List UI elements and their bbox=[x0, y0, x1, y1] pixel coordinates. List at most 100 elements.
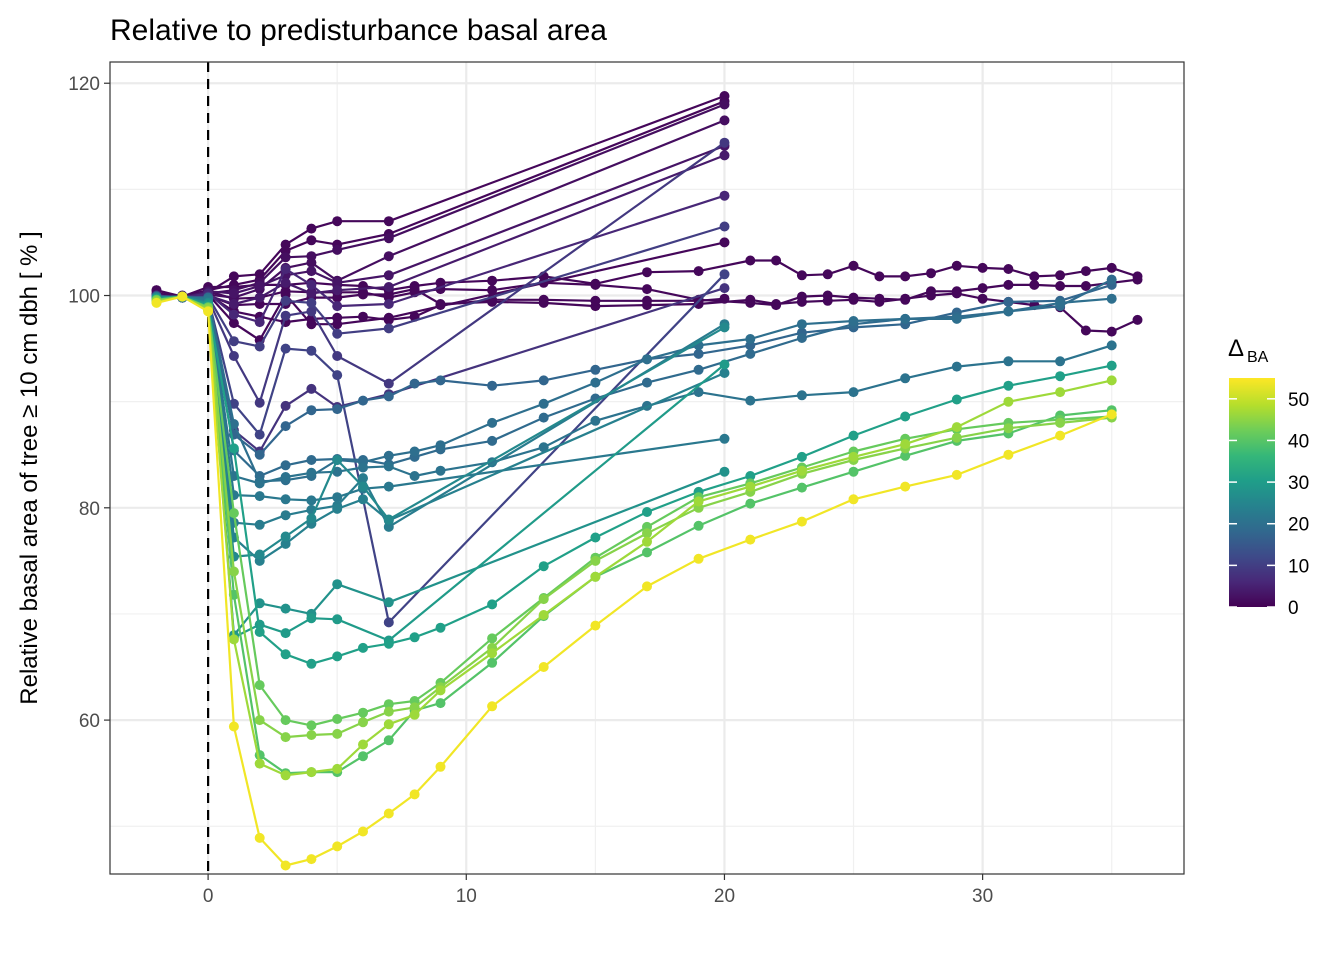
data-point bbox=[383, 617, 394, 628]
data-point bbox=[1080, 266, 1091, 277]
data-point bbox=[1055, 297, 1066, 308]
data-point bbox=[719, 190, 730, 201]
data-point bbox=[383, 233, 394, 244]
data-point bbox=[796, 516, 807, 527]
data-point bbox=[383, 808, 394, 819]
data-point bbox=[951, 260, 962, 271]
data-point bbox=[383, 706, 394, 717]
data-point bbox=[332, 763, 343, 774]
colorbar bbox=[1229, 378, 1275, 607]
data-point bbox=[358, 826, 368, 837]
data-point bbox=[745, 348, 756, 359]
data-point bbox=[796, 482, 807, 493]
data-point bbox=[254, 281, 265, 291]
data-point bbox=[926, 290, 936, 301]
data-point bbox=[796, 333, 807, 343]
data-point bbox=[745, 481, 756, 492]
data-point bbox=[228, 271, 239, 282]
data-point bbox=[1055, 417, 1066, 428]
data-point bbox=[332, 285, 343, 296]
data-point bbox=[642, 528, 652, 539]
data-point bbox=[280, 421, 291, 432]
data-point bbox=[719, 150, 730, 161]
data-point bbox=[435, 375, 446, 386]
data-point bbox=[1106, 360, 1117, 371]
data-point bbox=[487, 417, 498, 428]
legend-tick-label: 10 bbox=[1288, 556, 1309, 577]
data-point bbox=[254, 758, 265, 769]
x-tick-label: 0 bbox=[203, 886, 214, 907]
data-point bbox=[280, 531, 291, 542]
data-point bbox=[306, 467, 317, 478]
data-point bbox=[977, 262, 988, 273]
data-point bbox=[590, 532, 601, 543]
y-axis-title: Relative basal area of tree ≥ 10 cm dbh … bbox=[16, 231, 43, 704]
data-point bbox=[332, 466, 343, 477]
data-point bbox=[1055, 430, 1066, 441]
data-point bbox=[228, 443, 239, 454]
data-point bbox=[1055, 270, 1066, 281]
data-point bbox=[1003, 264, 1014, 274]
data-point bbox=[848, 316, 859, 326]
data-point bbox=[590, 377, 601, 388]
data-point bbox=[719, 115, 730, 126]
data-point bbox=[306, 405, 317, 416]
data-point bbox=[358, 739, 368, 750]
data-point bbox=[383, 270, 394, 281]
data-point bbox=[383, 735, 394, 746]
series-31 bbox=[151, 291, 1117, 871]
data-point bbox=[228, 336, 239, 347]
data-point bbox=[332, 841, 343, 852]
data-point bbox=[254, 341, 265, 352]
data-point bbox=[383, 461, 394, 472]
data-point bbox=[306, 495, 317, 506]
data-point bbox=[1106, 375, 1117, 386]
legend-tick-label: 40 bbox=[1288, 431, 1309, 452]
data-point bbox=[228, 508, 239, 519]
data-point bbox=[383, 289, 394, 300]
data-point bbox=[435, 440, 446, 451]
data-point bbox=[280, 538, 291, 549]
y-axis: 60 80 100 120 bbox=[68, 74, 110, 732]
data-point bbox=[332, 714, 343, 724]
data-point bbox=[332, 328, 343, 339]
data-point bbox=[383, 450, 394, 461]
data-point bbox=[642, 507, 652, 517]
data-point bbox=[280, 400, 291, 411]
data-point bbox=[280, 460, 291, 471]
data-point bbox=[332, 301, 343, 312]
data-point bbox=[900, 439, 911, 450]
data-point bbox=[254, 491, 265, 502]
data-point bbox=[358, 717, 368, 728]
data-point bbox=[1132, 274, 1143, 285]
data-point bbox=[745, 334, 756, 344]
data-point bbox=[254, 715, 265, 726]
data-point bbox=[538, 294, 549, 305]
data-point bbox=[1003, 279, 1014, 290]
data-point bbox=[280, 715, 291, 726]
data-point bbox=[1029, 279, 1040, 290]
data-point bbox=[435, 685, 446, 696]
data-point bbox=[306, 279, 317, 290]
data-point bbox=[228, 634, 239, 645]
x-axis: 0 10 20 30 bbox=[203, 874, 993, 907]
data-point bbox=[254, 598, 265, 609]
data-point bbox=[900, 411, 911, 422]
data-point bbox=[642, 354, 652, 365]
data-point bbox=[228, 309, 239, 320]
data-point bbox=[358, 751, 368, 762]
data-point bbox=[254, 292, 265, 303]
legend-ticks: 0 10 20 30 40 50 bbox=[1229, 390, 1309, 619]
data-point bbox=[280, 649, 291, 660]
y-tick-label: 80 bbox=[79, 499, 100, 520]
data-point bbox=[1132, 314, 1143, 325]
data-point bbox=[254, 680, 265, 691]
y-tick-label: 100 bbox=[68, 287, 100, 308]
data-point bbox=[1106, 293, 1117, 304]
data-point bbox=[822, 295, 833, 306]
data-point bbox=[848, 430, 859, 441]
data-point bbox=[228, 299, 239, 309]
data-point bbox=[435, 622, 446, 633]
data-point bbox=[796, 319, 807, 330]
data-point bbox=[409, 378, 420, 389]
